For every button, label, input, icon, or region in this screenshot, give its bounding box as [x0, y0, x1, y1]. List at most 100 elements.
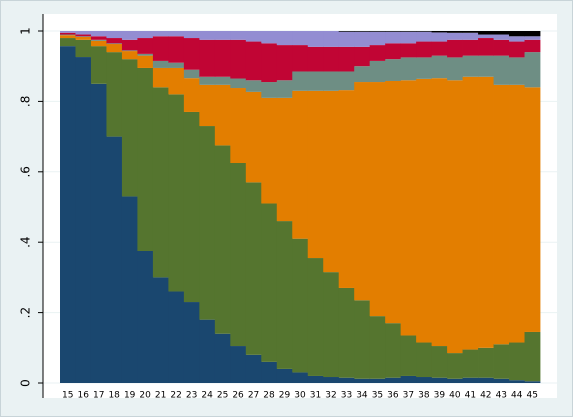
bar-segment	[447, 80, 463, 354]
bar-segment	[75, 39, 92, 58]
bar-segment	[431, 78, 448, 347]
bar-segment	[307, 258, 324, 376]
bar-segment	[385, 377, 402, 383]
bar-segment	[416, 57, 433, 79]
bar-segment	[152, 277, 169, 383]
bar-segment	[168, 31, 185, 37]
bar-segment	[183, 38, 200, 70]
bar-segment	[369, 31, 386, 46]
bar-segment	[338, 90, 355, 288]
bar-segment	[230, 88, 247, 163]
bar-segment	[524, 39, 541, 53]
bar-segment	[307, 375, 324, 383]
bar-segment	[276, 45, 293, 81]
bar-segment	[369, 378, 386, 383]
bar-segment	[509, 380, 525, 383]
bar-segment	[214, 333, 231, 383]
bar-segment	[261, 31, 278, 44]
bar-segment	[168, 94, 185, 292]
bar-segment	[447, 39, 463, 58]
bar-segment	[183, 31, 200, 39]
x-tick-label: 27	[248, 391, 259, 401]
bar-segment	[230, 39, 247, 79]
bar-segment	[152, 36, 169, 61]
bar-segment	[509, 342, 525, 381]
bar-segment	[385, 31, 402, 32]
bar-segment	[199, 39, 216, 77]
bar-segment	[462, 76, 479, 350]
bar-segment	[462, 55, 479, 77]
bar-segment	[106, 136, 123, 383]
bar-segment	[168, 62, 185, 68]
bar-segment	[137, 53, 154, 56]
bar-segment	[493, 378, 510, 383]
bar-segment	[338, 31, 355, 47]
bar-segment	[292, 71, 309, 91]
bar-segment	[199, 126, 216, 320]
x-tick-label: 36	[387, 391, 399, 401]
bar-segment	[121, 31, 138, 40]
bar-segment	[524, 36, 541, 40]
bar-segment	[524, 87, 541, 332]
bar-segment	[431, 41, 448, 56]
bar-segment	[478, 55, 494, 77]
bar-segment	[493, 34, 510, 40]
bar-segment	[307, 90, 324, 259]
bar-segment	[509, 84, 525, 343]
bar-segment	[261, 203, 278, 362]
x-tick-label: 29	[279, 391, 291, 401]
bar-segment	[261, 97, 278, 204]
bar-segment	[338, 31, 355, 32]
bar-segment	[106, 52, 123, 137]
bar-segment	[524, 52, 541, 88]
bar-segment	[214, 145, 231, 334]
bar-segment	[245, 31, 262, 42]
bar-segment	[75, 57, 92, 383]
bar-segment	[276, 31, 293, 46]
x-tick-label: 42	[480, 391, 491, 401]
bar-segment	[385, 323, 402, 378]
bar-segment	[168, 36, 185, 63]
x-tick-label: 26	[232, 391, 244, 401]
bar-segment	[338, 46, 355, 72]
bar-segment	[462, 349, 479, 378]
bar-segment	[385, 59, 402, 81]
x-tick-label: 17	[93, 391, 104, 401]
bar-segment	[137, 251, 154, 383]
bar-segment	[245, 41, 262, 81]
bar-segment	[524, 381, 541, 383]
bar-segment	[354, 31, 371, 32]
bar-segment	[493, 31, 510, 35]
x-tick-label: 28	[263, 391, 275, 401]
x-tick-label: 44	[511, 391, 523, 401]
bar-segment	[230, 78, 247, 89]
bar-segment	[276, 97, 293, 222]
bar-segment	[400, 31, 417, 32]
bar-segment	[385, 31, 402, 44]
bar-segment	[509, 41, 525, 58]
bar-segment	[416, 342, 433, 378]
bar-segment	[106, 31, 123, 39]
bar-segment	[385, 43, 402, 60]
bar-segment	[183, 302, 200, 383]
bar-segment	[90, 39, 107, 41]
bar-segment	[416, 377, 433, 383]
bar-segment	[245, 91, 262, 183]
y-tick-label: 1	[19, 27, 33, 35]
bar-segment	[90, 83, 107, 384]
bar-segment	[60, 34, 76, 36]
bar-segment	[369, 31, 386, 32]
bar-segment	[354, 46, 371, 67]
bar-segment	[447, 32, 463, 40]
bar-segment	[90, 46, 107, 84]
bar-segment	[276, 221, 293, 369]
bar-segment	[462, 31, 479, 33]
bar-segment	[261, 361, 278, 383]
bar-segment	[400, 375, 417, 383]
x-tick-label: 34	[356, 391, 368, 401]
x-tick-label: 24	[201, 391, 213, 401]
bar-segment	[307, 31, 324, 47]
bar-segment	[354, 300, 371, 379]
bar-segment	[60, 35, 76, 39]
